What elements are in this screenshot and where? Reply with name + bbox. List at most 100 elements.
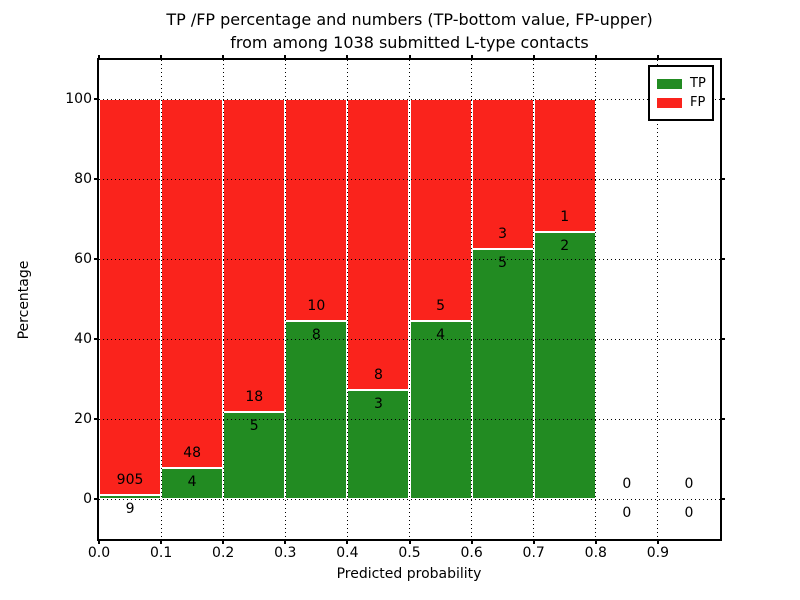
x-tick-bottom <box>408 539 411 544</box>
y-axis-label: Percentage <box>16 260 32 340</box>
bar-segment-tp <box>409 321 472 499</box>
fp-count-label: 905 <box>116 472 144 489</box>
y-tick-label: 100 <box>65 91 92 107</box>
fp-count-label: 10 <box>307 298 326 315</box>
tp-count-label: 0 <box>622 505 632 521</box>
bar-segment-tp <box>99 495 162 499</box>
x-tick-bottom <box>346 539 349 544</box>
tp-count-label: 4 <box>187 474 197 491</box>
bar-segment-tp <box>285 321 348 499</box>
gridline-vertical <box>284 60 286 539</box>
y-tick-label: 0 <box>83 491 92 507</box>
tp-count-label: 4 <box>436 327 446 344</box>
x-tick-bottom <box>160 539 163 544</box>
y-tick-left <box>94 418 99 420</box>
fp-count-label: 5 <box>436 298 446 315</box>
bar-segment-fp <box>223 99 286 413</box>
x-tick-top <box>160 55 163 60</box>
x-tick-label: 0.0 <box>87 545 111 561</box>
gridline-vertical <box>471 60 473 539</box>
x-tick-bottom <box>656 539 659 544</box>
x-tick-bottom <box>532 539 535 544</box>
bar-segment-tp <box>347 389 410 499</box>
tp-count-label: 2 <box>560 238 570 255</box>
bar-segment-fp <box>533 99 596 233</box>
y-tick-right <box>720 338 725 340</box>
x-tick-top <box>408 55 411 60</box>
chart-title-line1: TP /FP percentage and numbers (TP-bottom… <box>166 10 653 29</box>
chart-title-line2: from among 1038 submitted L-type contact… <box>230 33 589 52</box>
fp-count-label: 1 <box>560 209 570 226</box>
x-tick-label: 0.1 <box>149 545 173 561</box>
bar-segment-tp <box>471 249 534 499</box>
y-tick-right <box>720 418 725 420</box>
tp-count-label: 9 <box>125 501 135 518</box>
tp-count-label: 5 <box>498 255 508 271</box>
fp-legend-swatch <box>657 97 682 108</box>
gridline-vertical <box>595 60 597 539</box>
legend-item-fp: FP <box>657 94 705 111</box>
x-tick-top <box>222 55 225 60</box>
x-tick-bottom <box>470 539 473 544</box>
gridline-vertical <box>160 60 162 539</box>
x-tick-label: 0.9 <box>646 545 670 561</box>
gridline-vertical <box>222 60 224 539</box>
y-tick-label: 20 <box>74 411 92 427</box>
y-tick-right <box>720 98 725 100</box>
legend: TP FP <box>648 65 714 121</box>
bar-segment-tp <box>533 232 596 499</box>
tp-count-label: 3 <box>373 395 383 412</box>
tp-count-label: 0 <box>684 505 694 521</box>
x-tick-label: 0.4 <box>336 545 359 561</box>
plot-area: TP FP 905 9 48 4 18 5 10 8 8 3 5 4 3 5 1 2 0 0 0 0 0 20 40 60 80… <box>65 55 725 561</box>
bar-segment-fp <box>471 99 534 249</box>
x-tick-label: 0.6 <box>460 545 483 561</box>
bar-segment-tp <box>223 412 286 499</box>
fp-count-label: 18 <box>245 389 264 406</box>
bar-segment-fp <box>161 99 224 469</box>
bar-segment-fp <box>347 99 410 390</box>
x-tick-top <box>532 55 535 60</box>
tp-count-label: 5 <box>249 418 259 435</box>
fp-count-label: 48 <box>183 445 202 462</box>
y-tick-right <box>720 178 725 180</box>
gridline-vertical <box>346 60 348 539</box>
x-tick-label: 0.2 <box>212 545 235 561</box>
tp-count-label: 8 <box>311 327 321 344</box>
chart-title: TP /FP percentage and numbers (TP-bottom… <box>99 8 720 54</box>
x-tick-bottom <box>98 539 100 544</box>
y-tick-right <box>720 498 725 500</box>
x-tick-top <box>594 55 597 60</box>
gridline-vertical <box>409 60 410 539</box>
x-tick-bottom <box>222 539 225 544</box>
fp-count-label: 3 <box>498 226 508 242</box>
x-tick-label: 0.3 <box>274 545 297 561</box>
x-tick-bottom <box>594 539 597 544</box>
bar-segment-fp <box>285 99 348 322</box>
fp-count-label: 0 <box>622 476 632 492</box>
y-tick-left <box>94 498 99 500</box>
bar-segment-tp <box>161 468 224 499</box>
x-tick-top <box>284 55 287 60</box>
fp-legend-label: FP <box>690 95 706 110</box>
tp-legend-label: TP <box>690 76 706 91</box>
y-tick-right <box>720 258 725 260</box>
x-axis-label: Predicted probability <box>336 566 482 582</box>
y-tick-label: 40 <box>74 331 92 347</box>
y-tick-left <box>94 98 99 100</box>
x-tick-top <box>98 55 100 60</box>
fp-count-label: 8 <box>373 366 383 383</box>
x-tick-top <box>656 55 659 60</box>
x-tick-label: 0.5 <box>398 545 421 561</box>
y-tick-label: 80 <box>74 171 92 187</box>
y-tick-left <box>94 178 99 180</box>
gridline-vertical <box>657 60 659 539</box>
y-tick-label: 60 <box>74 251 92 267</box>
bar-segment-fp <box>409 99 472 322</box>
x-tick-label: 0.7 <box>522 545 545 561</box>
gridline-vertical <box>533 60 535 539</box>
legend-item-tp: TP <box>657 75 706 92</box>
fp-count-label: 0 <box>684 476 694 492</box>
y-tick-left <box>94 338 99 340</box>
